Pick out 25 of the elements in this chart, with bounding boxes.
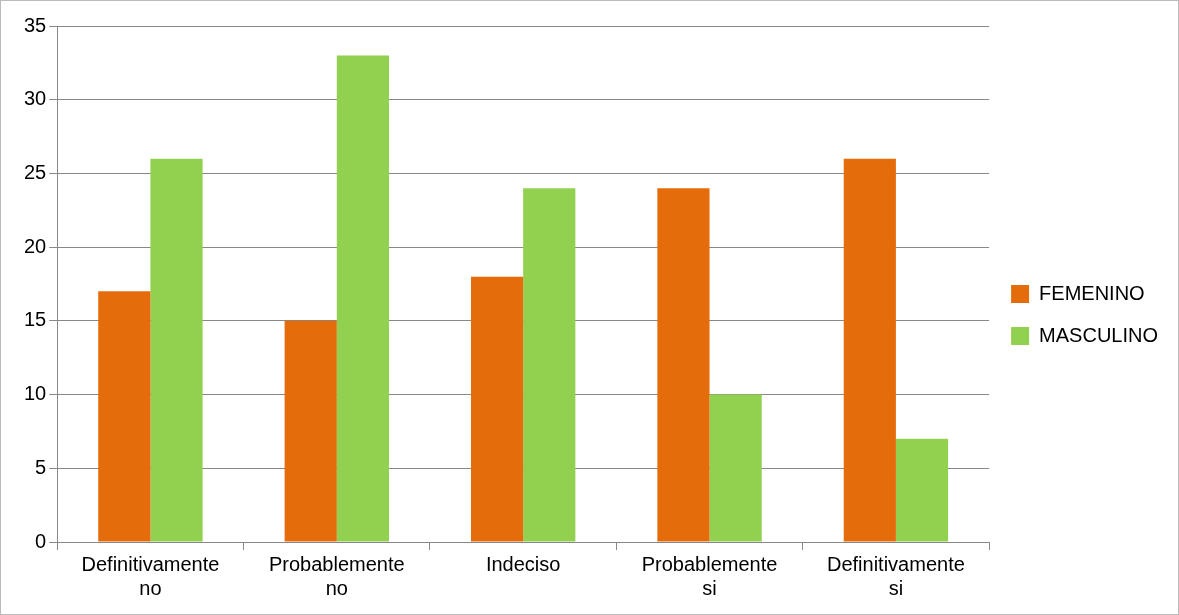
y-tick-label: 15 [24, 308, 47, 331]
x-tick-label: Indeciso [485, 552, 561, 575]
bar [470, 276, 524, 542]
x-tick-label: Definitivamente no [81, 552, 220, 599]
x-tick-label: Probablemente si [641, 552, 778, 599]
bar [523, 188, 576, 542]
y-tick-label: 5 [35, 455, 47, 478]
bar [150, 158, 203, 542]
bar [284, 320, 337, 542]
bar [98, 291, 151, 542]
x-tick-label: Definitivamente si [826, 552, 965, 599]
y-tick-label: 10 [24, 382, 47, 405]
bar [336, 55, 389, 542]
y-tick-label: 20 [24, 234, 47, 257]
y-tick-label: 30 [24, 87, 47, 110]
y-tick-label: 35 [24, 13, 47, 36]
bar [709, 394, 762, 542]
y-tick-label: 0 [35, 529, 47, 552]
legend-label: FEMENINO [1039, 281, 1145, 304]
bar [843, 158, 896, 542]
bar [657, 188, 710, 542]
bar [895, 438, 949, 542]
y-tick-label: 25 [24, 160, 47, 183]
x-tick-label: Probablemente no [268, 552, 405, 599]
legend-label: MASCULINO [1039, 323, 1158, 346]
